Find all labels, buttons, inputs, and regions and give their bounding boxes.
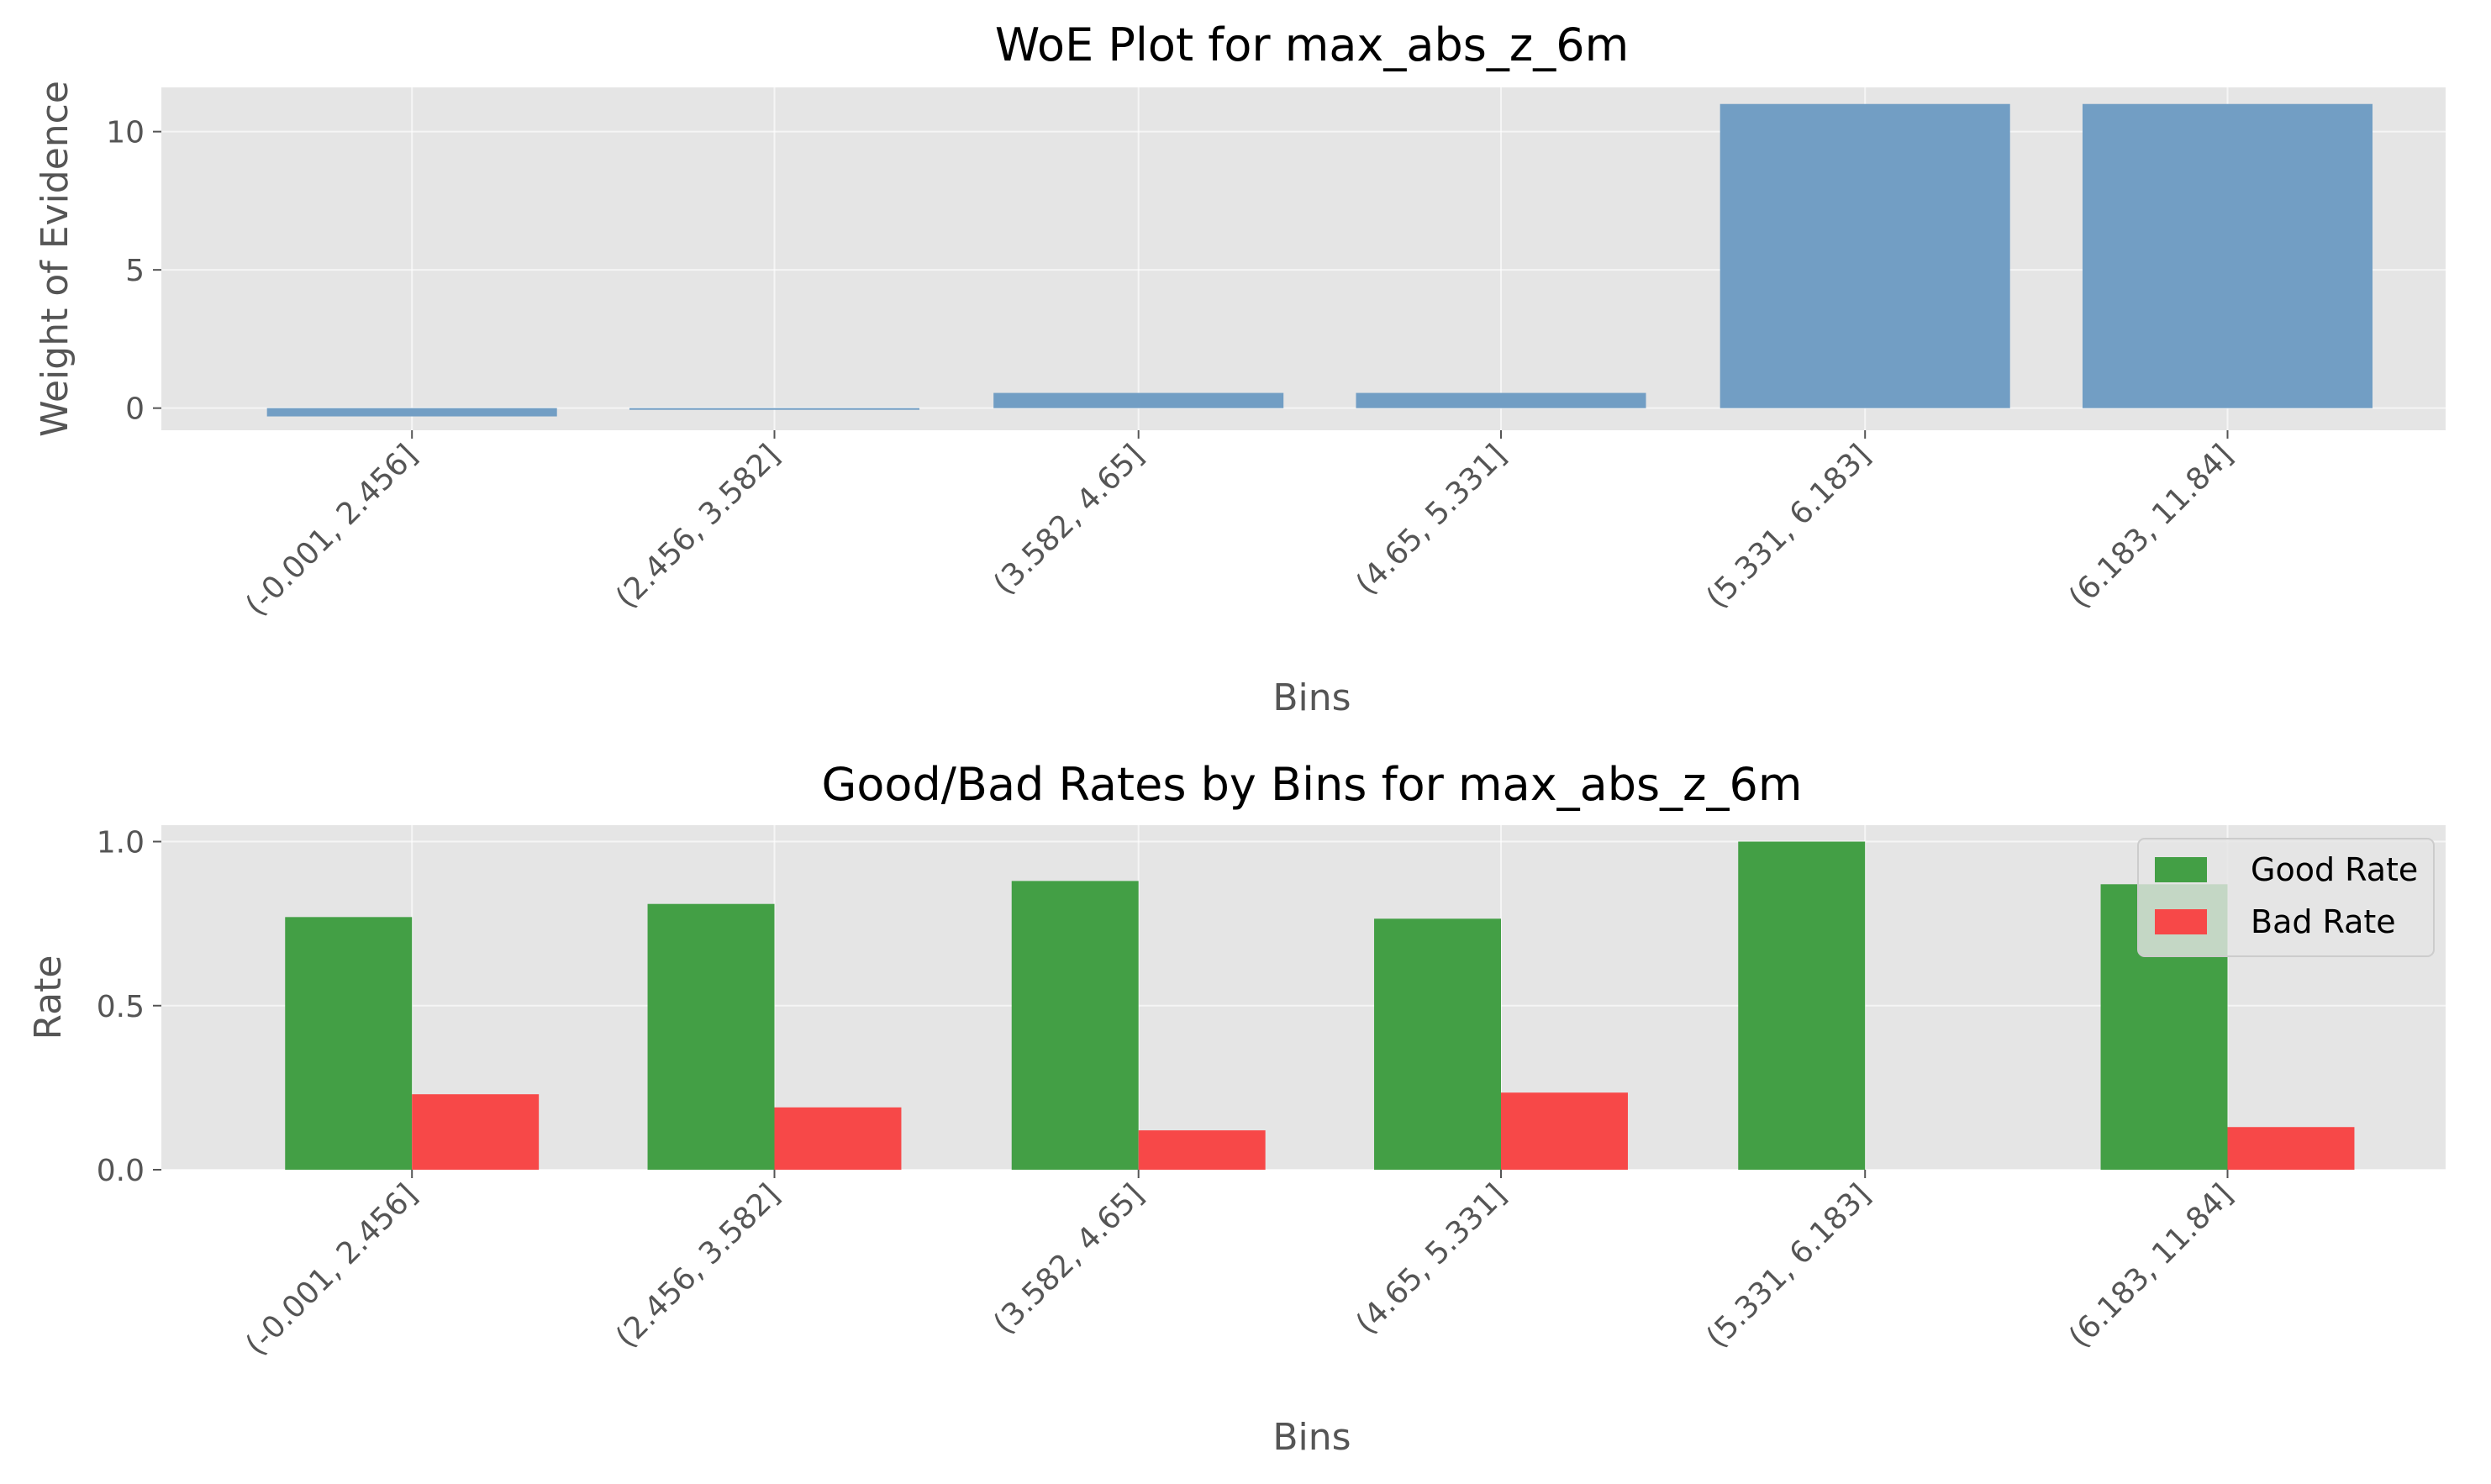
x-tick-label: (4.65, 5.331] xyxy=(1350,438,1514,602)
bar-bad-rate xyxy=(1501,1092,1628,1170)
bar-bad-rate xyxy=(1138,1130,1266,1170)
y-tick-label: 5 xyxy=(125,254,145,288)
bar-good-rate xyxy=(285,917,413,1170)
bar-woe xyxy=(993,392,1284,408)
woe-plot-area xyxy=(161,87,2446,430)
x-tick-label: (6.183, 11.84] xyxy=(2062,1177,2240,1355)
woe-y-ticks: 0 5 10 xyxy=(106,116,161,427)
rates-x-ticks: (-0.001, 2.456] (2.456, 3.582] (3.582, 4.6… xyxy=(240,1170,2240,1362)
y-tick-label: 0.0 xyxy=(97,1154,145,1188)
bar-good-rate xyxy=(1738,841,1866,1170)
bar-bad-rate xyxy=(412,1094,540,1170)
y-tick-label: 10 xyxy=(106,116,145,150)
woe-chart: WoE Plot for max_abs_z_6m 0 5 10 (-0.001, … xyxy=(34,18,2446,719)
woe-bars xyxy=(266,103,2373,417)
y-tick-label: 1.0 xyxy=(97,826,145,860)
bar-good-rate xyxy=(1374,918,1501,1170)
x-tick-label: (5.331, 6.183] xyxy=(1700,438,1877,615)
rates-legend: Good Rate Bad Rate xyxy=(2137,838,2435,957)
x-tick-label: (2.456, 3.582] xyxy=(609,1177,787,1355)
y-tick-label: 0 xyxy=(125,392,145,427)
rates-plot-area xyxy=(161,825,2446,1170)
bar-bad-rate xyxy=(2227,1127,2355,1170)
rates-chart: Good/Bad Rates by Bins for max_abs_z_6m … xyxy=(27,758,2446,1459)
bar-good-rate xyxy=(1011,881,1139,1170)
bar-woe xyxy=(1356,392,1646,408)
rates-y-axis-label: Rate xyxy=(27,955,70,1040)
y-tick-label: 0.5 xyxy=(97,990,145,1024)
bar-woe xyxy=(2082,103,2373,408)
x-tick-label: (3.582, 4.65] xyxy=(987,1177,1151,1341)
rates-x-axis-label: Bins xyxy=(1272,1416,1351,1459)
legend-bad-label: Bad Rate xyxy=(2251,903,2396,940)
x-tick-label: (6.183, 11.84] xyxy=(2062,438,2240,615)
x-tick-label: (2.456, 3.582] xyxy=(609,438,787,615)
x-tick-label: (-0.001, 2.456] xyxy=(240,438,424,623)
bar-good-rate xyxy=(647,903,775,1170)
woe-y-axis-label: Weight of Evidence xyxy=(34,81,76,437)
x-tick-label: (3.582, 4.65] xyxy=(987,438,1151,602)
rates-y-ticks: 0.0 0.5 1.0 xyxy=(97,826,161,1188)
bar-woe xyxy=(629,408,920,410)
legend-good-label: Good Rate xyxy=(2251,851,2418,888)
woe-x-ticks: (-0.001, 2.456] (2.456, 3.582] (3.582, 4.6… xyxy=(240,430,2240,623)
woe-chart-title: WoE Plot for max_abs_z_6m xyxy=(995,18,1629,71)
bar-bad-rate xyxy=(774,1107,902,1170)
legend-good-swatch xyxy=(2155,857,2207,882)
legend-bad-swatch xyxy=(2155,909,2207,934)
woe-x-axis-label: Bins xyxy=(1272,676,1351,719)
x-tick-label: (-0.001, 2.456] xyxy=(240,1177,424,1362)
legend-box xyxy=(2137,838,2435,957)
bar-woe xyxy=(266,408,557,417)
x-tick-label: (5.331, 6.183] xyxy=(1700,1177,1877,1355)
rates-chart-title: Good/Bad Rates by Bins for max_abs_z_6m xyxy=(822,758,1803,811)
bar-woe xyxy=(1719,103,2010,408)
x-tick-label: (4.65, 5.331] xyxy=(1350,1177,1514,1341)
